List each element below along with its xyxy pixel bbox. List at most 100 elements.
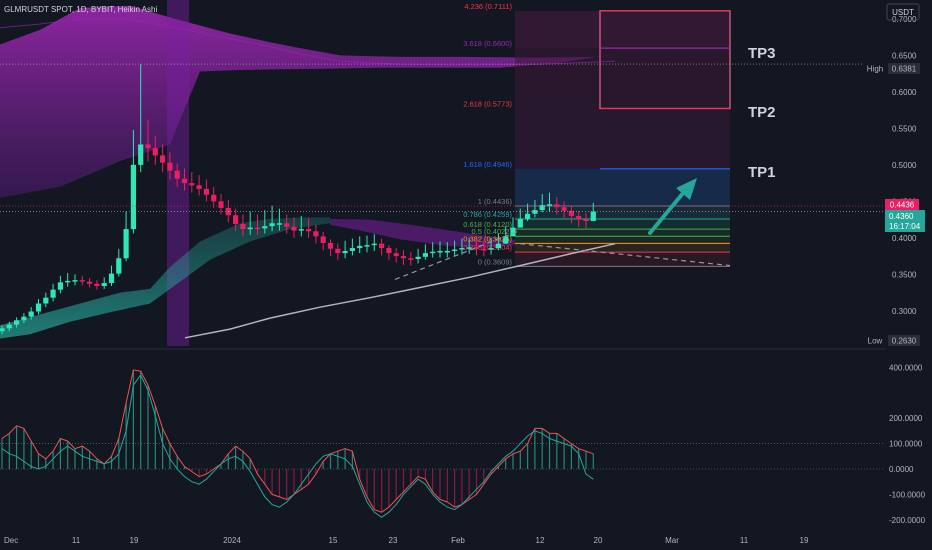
- candle-body: [247, 227, 253, 230]
- fib-level-label: 3.618 (0.6600): [463, 39, 512, 48]
- candle-body: [452, 249, 458, 252]
- trendline-dashed[interactable]: [394, 229, 521, 280]
- arrow-icon: [648, 178, 697, 235]
- fib-level-label: 0.382 (0.3925): [463, 234, 512, 243]
- candle-body: [313, 231, 319, 237]
- candle-body: [437, 250, 443, 253]
- osc-tick-label: 400.0000: [889, 363, 923, 372]
- candle-body: [43, 297, 49, 304]
- candle-body: [14, 320, 20, 325]
- fib-level-label: 0.786 (0.4259): [463, 210, 512, 219]
- tp2-label: TP2: [748, 104, 776, 121]
- osc-signal-line: [1, 369, 594, 513]
- candle-body: [379, 243, 385, 249]
- candle-body: [473, 247, 480, 249]
- price-tick-label: 0.3000: [892, 307, 917, 316]
- fib-level-label: 0.5 (0.4022): [472, 227, 513, 236]
- time-tick-label: Dec: [4, 536, 18, 545]
- resistance-curve: [0, 18, 616, 66]
- candle-body: [364, 245, 370, 247]
- chart-title: GLMRUSDT SPOT, 1D, BYBIT, Heikin Ashi: [4, 5, 157, 14]
- candle-body: [101, 283, 107, 287]
- fib-level-label: 1 (0.4436): [478, 197, 513, 206]
- tp3-label: TP3: [748, 45, 776, 62]
- candle-body: [335, 248, 341, 254]
- candle-body: [546, 204, 553, 206]
- projection-dashed[interactable]: [519, 243, 731, 267]
- candle-body: [189, 183, 195, 186]
- osc-tick-label: 200.0000: [889, 414, 923, 423]
- fib-zone: [515, 206, 730, 219]
- fib-zone: [515, 236, 730, 244]
- candle-body: [94, 283, 100, 287]
- fib-zone: [515, 48, 730, 109]
- candle-body: [123, 229, 129, 259]
- candle-body: [65, 280, 71, 283]
- price-tick-label: 0.5000: [892, 161, 917, 170]
- candle-body: [306, 229, 312, 232]
- candle-body: [415, 256, 421, 260]
- candle-body: [254, 227, 261, 230]
- fib-level-label: 1.618 (0.4946): [463, 160, 512, 169]
- fib-level-label: 0.618 (0.4120): [463, 220, 512, 229]
- current-price-badge: 0.4360 16:17:04: [885, 210, 925, 232]
- current-price-value: 0.4360: [889, 212, 914, 221]
- candle-body: [6, 324, 12, 329]
- candle-body: [0, 328, 5, 332]
- osc-tick-label: 0.0000: [889, 465, 914, 474]
- candle-body: [327, 242, 334, 249]
- currency-label: USDT: [892, 8, 914, 17]
- candle-body: [50, 289, 56, 298]
- candle-body: [79, 280, 85, 282]
- candle-body: [320, 236, 326, 243]
- price-tick-label: 0.6500: [892, 51, 917, 60]
- time-tick-label: 11: [72, 536, 81, 545]
- candle-body: [561, 207, 567, 211]
- candle-body: [174, 170, 180, 179]
- candle-body: [298, 229, 304, 231]
- candle-body: [503, 236, 509, 244]
- currency-button[interactable]: USDT: [886, 3, 920, 21]
- candle-body: [196, 185, 202, 189]
- candles-layer: [0, 64, 596, 335]
- candle-body: [532, 210, 538, 214]
- candle-body: [116, 258, 122, 274]
- price-tick-label: 0.6000: [892, 88, 917, 97]
- time-tick-label: 12: [536, 536, 545, 545]
- fib-zone: [515, 252, 730, 267]
- candle-body: [357, 245, 363, 249]
- candle-body: [444, 250, 450, 253]
- candle-body: [28, 311, 34, 317]
- targets-group: TP3 TP2 TP1: [748, 45, 776, 181]
- candle-body: [160, 155, 166, 163]
- overlay-lines: [0, 18, 885, 339]
- candle-body: [481, 248, 487, 251]
- last-price-value: 0.4436: [890, 201, 915, 210]
- fib-level-label: 0 (0.3609): [478, 257, 513, 266]
- candle-body: [211, 194, 217, 202]
- time-tick-label: 23: [389, 536, 398, 545]
- price-tick-label: 0.4000: [892, 234, 917, 243]
- fib-level-label: 2.618 (0.5773): [463, 99, 512, 108]
- candle-body: [291, 226, 297, 231]
- candle-body: [408, 258, 414, 260]
- candle-body: [459, 248, 465, 250]
- osc-tick-label: -100.0000: [889, 490, 926, 499]
- oscillator-pane: [0, 369, 885, 518]
- candle-body: [488, 248, 494, 250]
- last-price-badge: 0.4436: [885, 199, 919, 210]
- candle-body: [554, 204, 560, 208]
- osc-main-line: [1, 374, 594, 518]
- fib-extension-tool[interactable]: 4.236 (0.7111) 3.618 (0.6600) 2.618 (0.577…: [463, 2, 731, 267]
- fib-zone: [515, 218, 730, 230]
- candle-body: [87, 281, 93, 284]
- candle-body: [342, 250, 348, 254]
- candle-body: [393, 253, 399, 257]
- candle-body: [145, 144, 151, 149]
- fib-level-label: 0.236 (0.3804): [463, 243, 512, 252]
- high-value: 0.6381: [892, 65, 917, 74]
- fib-zone: [515, 229, 730, 237]
- candle-body: [233, 215, 239, 224]
- candle-body: [568, 210, 574, 216]
